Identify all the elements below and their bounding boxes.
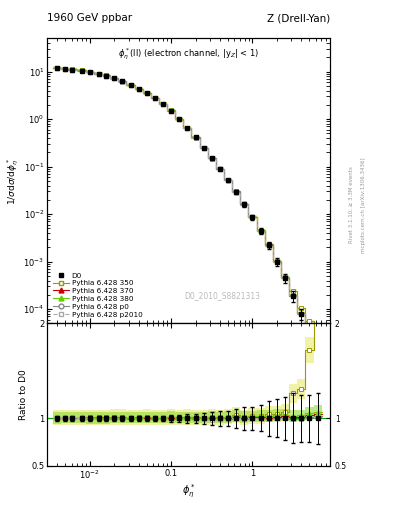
Text: 1960 GeV ppbar: 1960 GeV ppbar <box>47 13 132 23</box>
Legend: D0, Pythia 6.428 350, Pythia 6.428 370, Pythia 6.428 380, Pythia 6.428 p0, Pythi: D0, Pythia 6.428 350, Pythia 6.428 370, … <box>51 270 145 320</box>
Y-axis label: 1/$\sigma$d$\sigma$/d$\phi^*_\eta$: 1/$\sigma$d$\sigma$/d$\phi^*_\eta$ <box>5 157 20 205</box>
Text: Z (Drell-Yan): Z (Drell-Yan) <box>267 13 330 23</box>
X-axis label: $\phi^*_\eta$: $\phi^*_\eta$ <box>182 482 195 500</box>
Text: D0_2010_S8821313: D0_2010_S8821313 <box>185 292 261 301</box>
Text: Rivet 3.1.10, ≥ 3.3M events: Rivet 3.1.10, ≥ 3.3M events <box>349 166 354 243</box>
Text: $\phi^*_\eta$(ll) (electron channel, |y$_Z$| < 1): $\phi^*_\eta$(ll) (electron channel, |y$… <box>118 47 259 62</box>
Text: mcplots.cern.ch [arXiv:1306.3436]: mcplots.cern.ch [arXiv:1306.3436] <box>361 157 366 252</box>
Y-axis label: Ratio to D0: Ratio to D0 <box>20 369 28 420</box>
